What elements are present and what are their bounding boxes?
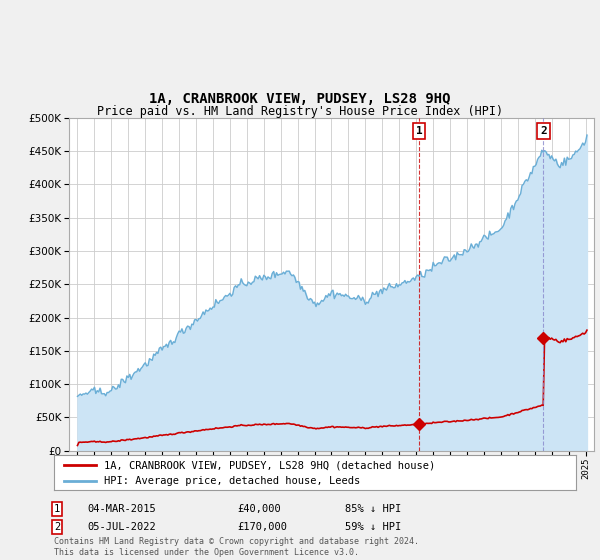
Text: 2: 2 (540, 126, 547, 136)
Text: £40,000: £40,000 (237, 504, 281, 514)
Text: 1: 1 (54, 504, 60, 514)
Text: HPI: Average price, detached house, Leeds: HPI: Average price, detached house, Leed… (104, 477, 360, 486)
Text: 1: 1 (416, 126, 422, 136)
Text: 1A, CRANBROOK VIEW, PUDSEY, LS28 9HQ: 1A, CRANBROOK VIEW, PUDSEY, LS28 9HQ (149, 92, 451, 106)
Text: 85% ↓ HPI: 85% ↓ HPI (345, 504, 401, 514)
Text: 04-MAR-2015: 04-MAR-2015 (87, 504, 156, 514)
Text: 2: 2 (54, 522, 60, 532)
Text: Contains HM Land Registry data © Crown copyright and database right 2024.
This d: Contains HM Land Registry data © Crown c… (54, 537, 419, 557)
Text: Price paid vs. HM Land Registry's House Price Index (HPI): Price paid vs. HM Land Registry's House … (97, 105, 503, 118)
Text: 05-JUL-2022: 05-JUL-2022 (87, 522, 156, 532)
Text: £170,000: £170,000 (237, 522, 287, 532)
Text: 1A, CRANBROOK VIEW, PUDSEY, LS28 9HQ (detached house): 1A, CRANBROOK VIEW, PUDSEY, LS28 9HQ (de… (104, 460, 435, 470)
Text: 59% ↓ HPI: 59% ↓ HPI (345, 522, 401, 532)
